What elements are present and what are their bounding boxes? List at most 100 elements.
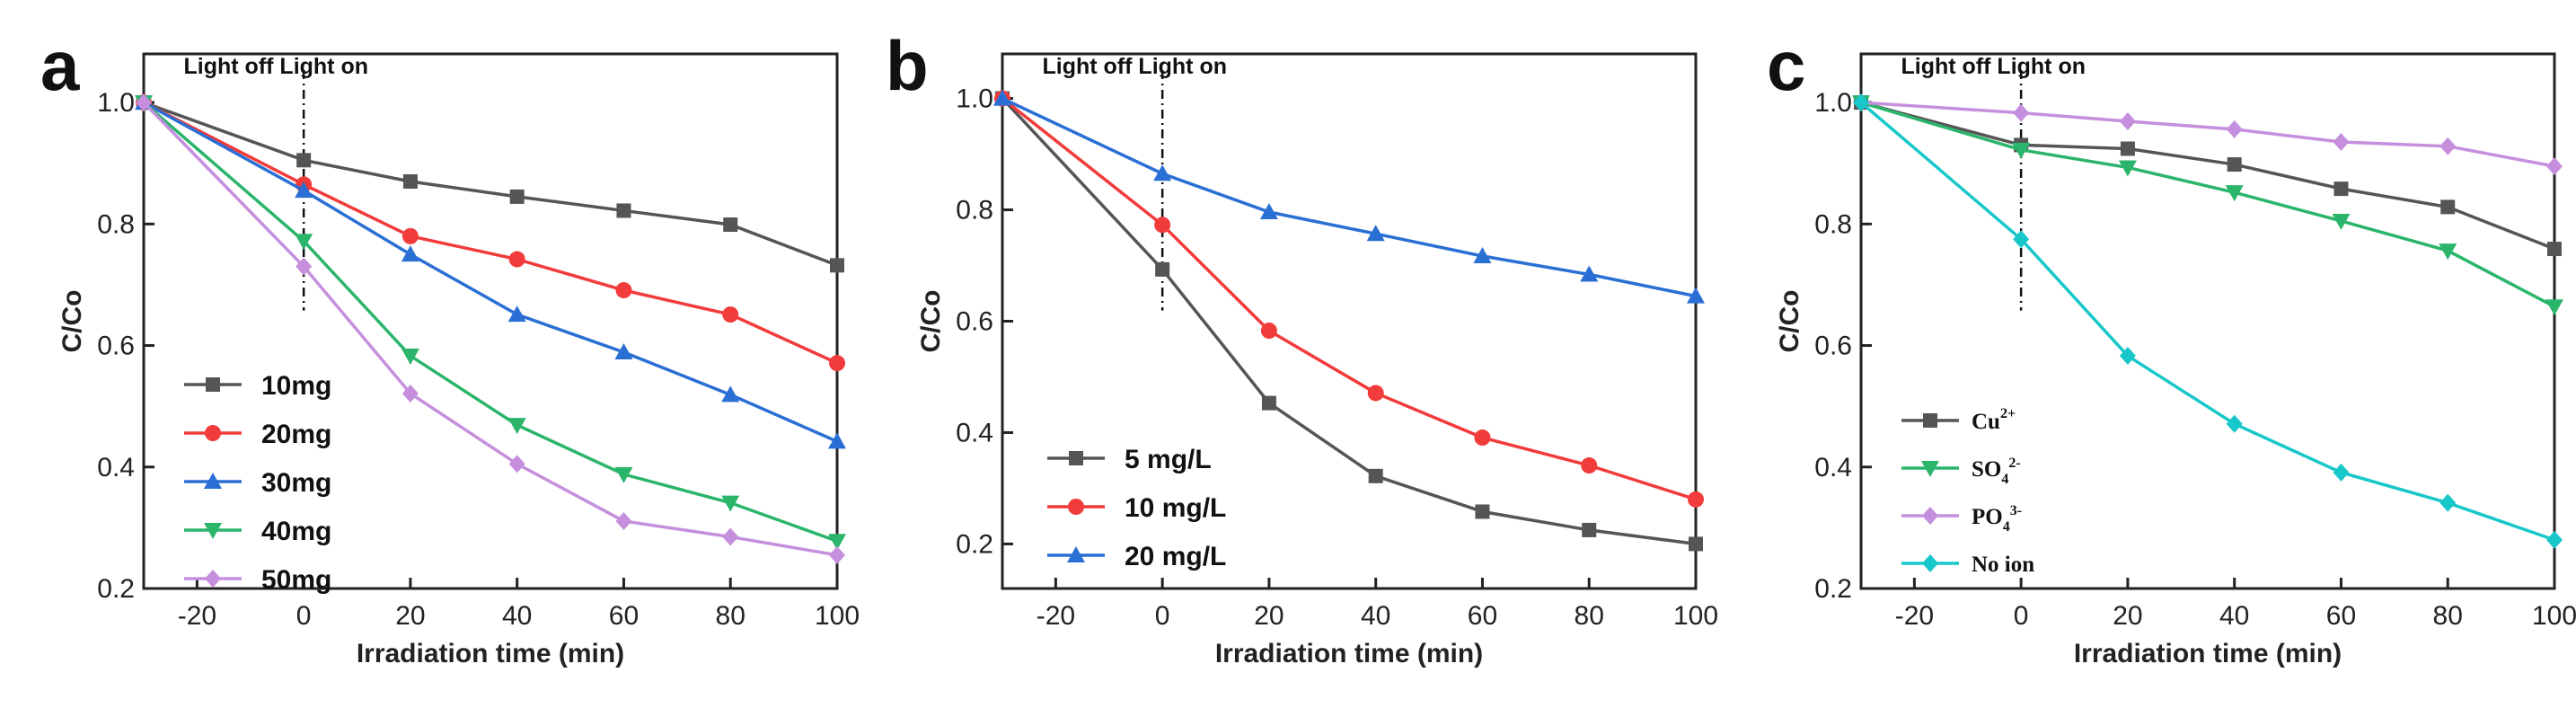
legend-label: PO43- (1972, 503, 2022, 535)
y-tick-label: 0.2 (1814, 574, 1852, 604)
series-line (1001, 97, 1697, 546)
data-point (615, 511, 632, 530)
y-tick-label: 0.6 (1814, 332, 1852, 361)
data-point (722, 527, 739, 546)
data-point (1580, 265, 1599, 282)
legend-label: No ion (1972, 553, 2034, 577)
x-tick-label: 0 (296, 601, 312, 631)
data-point (296, 153, 312, 168)
light-label: Light off Light on (1901, 54, 2086, 79)
data-point (616, 203, 631, 218)
data-point (2226, 119, 2243, 138)
data-point (2546, 530, 2563, 549)
x-tick-label: 80 (1575, 601, 1604, 631)
data-point (829, 355, 845, 372)
data-point (1582, 522, 1597, 537)
plot-root: -20 0 20 40 60 80 100 0.2 0.4 0.6 0.8 1.0 Irradiatio… (40, 26, 859, 668)
x-tick-label: 60 (2326, 601, 2356, 631)
series-line (142, 101, 838, 557)
data-point (1581, 457, 1598, 474)
light-label: Light off Light on (1043, 54, 1227, 79)
x-tick-label: 60 (609, 601, 639, 631)
y-axis-title: C/Co (57, 290, 87, 353)
data-point (721, 495, 740, 512)
data-point (1473, 246, 1492, 263)
data-point (828, 534, 846, 551)
x-tick-label: -20 (1895, 601, 1934, 631)
series-line (1860, 101, 2555, 251)
data-point (508, 251, 525, 268)
legend-swatch-marker (205, 425, 221, 441)
x-tick-label: -20 (178, 601, 216, 631)
data-point (1689, 536, 1703, 552)
x-tick-label: 100 (2532, 601, 2576, 631)
legend-label: 20mg (261, 420, 331, 449)
data-point (507, 418, 526, 435)
legend-label: 50mg (261, 565, 331, 595)
data-point (2118, 160, 2137, 177)
data-point (509, 189, 525, 204)
data-point (1688, 491, 1704, 508)
legend-swatch-marker (1922, 554, 1938, 572)
y-tick-label: 0.4 (956, 418, 993, 447)
plot-frame (1859, 52, 2556, 590)
data-point (2333, 463, 2350, 482)
data-point (2227, 157, 2242, 173)
data-point (402, 173, 418, 189)
x-tick-label: 20 (2113, 601, 2142, 631)
data-point (830, 258, 844, 273)
data-point (1261, 395, 1276, 411)
x-tick-label: -20 (1037, 601, 1075, 631)
x-tick-label: 60 (1468, 601, 1497, 631)
data-point (1259, 203, 1278, 220)
series-line (1859, 101, 2555, 542)
x-tick-label: 80 (2433, 601, 2463, 631)
plot-frame (1001, 52, 1698, 590)
x-axis-title: Irradiation time (min) (357, 639, 624, 668)
data-point (1366, 225, 1385, 242)
data-point (2440, 199, 2456, 215)
y-tick-label: 1.0 (956, 84, 993, 114)
series-line (1001, 96, 1697, 298)
data-point (614, 342, 633, 359)
panel-label: c (1767, 26, 1805, 105)
data-point (2013, 103, 2030, 122)
x-tick-label: 100 (1673, 601, 1717, 631)
data-point (829, 545, 845, 564)
y-tick-label: 0.2 (956, 529, 993, 559)
x-tick-label: 80 (716, 601, 745, 631)
legend-label: 30mg (261, 468, 331, 498)
data-point (401, 349, 419, 366)
data-point (2226, 414, 2243, 433)
y-tick-label: 1.0 (1814, 88, 1852, 118)
panel-label: b (886, 26, 929, 105)
legend-label: 20 mg/L (1125, 542, 1226, 571)
data-point (1155, 261, 1170, 277)
legend-label: SO42- (1972, 456, 2021, 487)
y-tick-label: 0.6 (97, 332, 135, 361)
data-point (401, 245, 419, 262)
light-label: Light off Light on (184, 54, 368, 79)
y-tick-label: 0.8 (1814, 209, 1852, 239)
data-point (2439, 493, 2457, 512)
panel-label: a (40, 26, 80, 105)
data-point (2545, 299, 2563, 316)
data-point (1154, 217, 1171, 234)
data-point (1368, 468, 1383, 483)
data-point (723, 217, 738, 232)
data-point (2013, 230, 2030, 249)
y-tick-label: 0.4 (97, 453, 135, 482)
legend-label: 5 mg/L (1125, 445, 1212, 474)
data-point (295, 234, 313, 251)
data-point (993, 89, 1011, 106)
data-point (1260, 323, 1277, 340)
legend-swatch-marker (1921, 461, 1939, 477)
chart-c: -20 0 20 40 60 80 100 0.2 0.4 0.6 0.8 1.0 Irradiatio… (1767, 26, 2576, 668)
y-tick-label: 1.0 (97, 88, 135, 118)
data-point (296, 257, 313, 276)
data-point (2439, 137, 2457, 155)
x-tick-label: 20 (395, 601, 425, 631)
panel-b: -20 0 20 40 60 80 100 0.2 0.4 0.6 0.8 1.0 Irradiatio… (859, 0, 1717, 708)
data-point (1687, 287, 1705, 304)
